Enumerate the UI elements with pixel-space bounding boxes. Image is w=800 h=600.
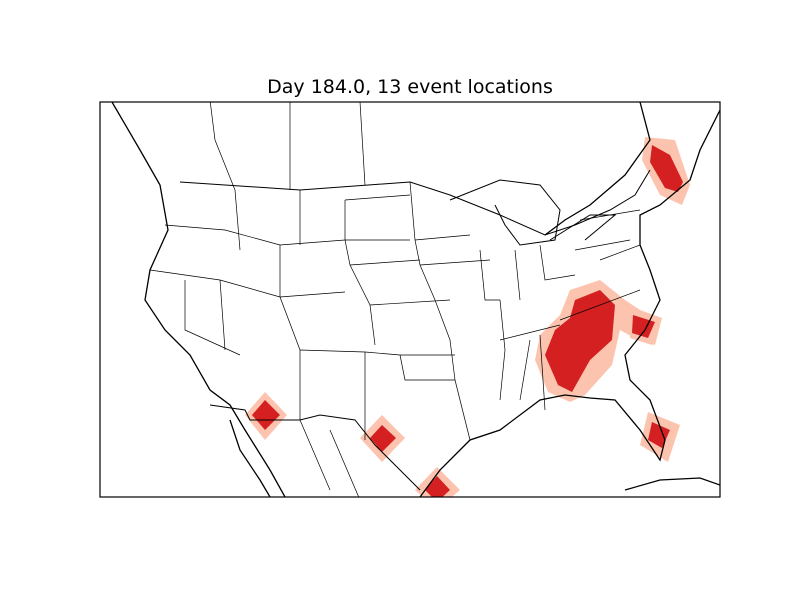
state-border-0	[164, 224, 410, 246]
lake-erie-ontario	[549, 214, 617, 241]
map-title: Day 184.0, 13 event locations	[267, 76, 553, 98]
event-arizona-core	[252, 400, 280, 430]
state-border-17	[499, 324, 561, 341]
state-border-7	[299, 349, 455, 356]
state-border-21	[479, 249, 500, 301]
baja-coast	[229, 419, 271, 497]
state-border-3	[219, 279, 226, 351]
st-lawrence	[544, 102, 651, 236]
state-border-27	[399, 354, 455, 381]
state-border-16	[499, 299, 506, 401]
state-border-12	[234, 189, 241, 251]
state-border-29	[209, 102, 236, 191]
state-border-24	[574, 239, 631, 251]
state-border-33	[329, 429, 360, 497]
state-border-15	[454, 379, 471, 441]
us-canada-border	[179, 169, 651, 236]
state-border-22	[514, 249, 521, 301]
state-border-2	[184, 280, 241, 356]
event-texas-coast-core	[425, 476, 450, 497]
gulf-atlantic-coast	[419, 109, 720, 497]
state-border-8	[369, 299, 451, 306]
event-maine-core	[650, 145, 683, 192]
state-border-1	[149, 269, 346, 298]
map-frame	[99, 101, 721, 498]
great-lakes	[449, 179, 561, 246]
state-border-5	[344, 200, 376, 346]
state-border-11	[414, 234, 471, 241]
state-border-25	[579, 209, 641, 221]
state-border-31	[359, 102, 366, 186]
state-border-26	[599, 244, 641, 261]
state-border-9	[349, 259, 421, 266]
state-border-32	[299, 419, 331, 491]
state-border-20	[559, 289, 641, 321]
state-border-18	[519, 339, 531, 401]
west-coast	[111, 102, 286, 497]
event-texas-west-core	[370, 425, 396, 452]
event-southeast-core	[545, 290, 615, 392]
state-border-6	[409, 181, 456, 381]
state-border-23	[539, 244, 576, 281]
state-border-10	[419, 259, 491, 266]
state-border-14	[344, 194, 411, 201]
state-border-4	[279, 245, 301, 420]
us-mexico-border	[209, 404, 421, 491]
boundary-layer	[111, 102, 720, 497]
cuba-coast	[624, 477, 720, 491]
state-border-19	[539, 334, 546, 411]
